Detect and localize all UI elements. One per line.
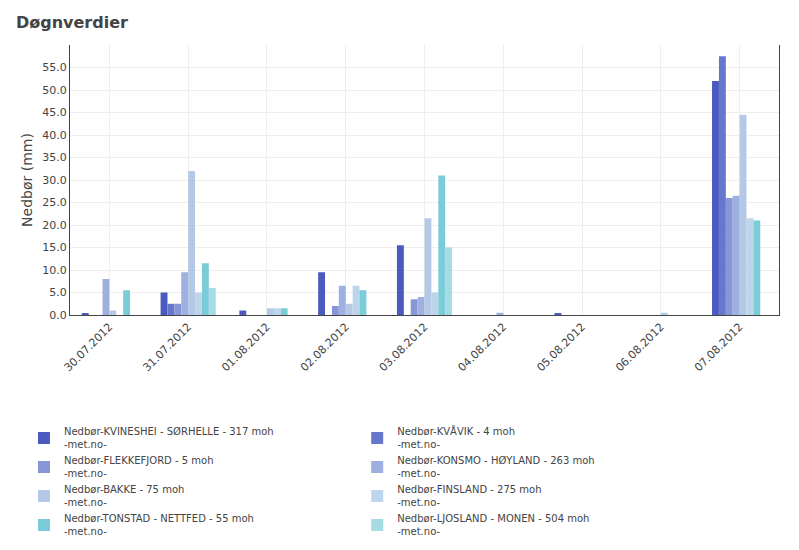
svg-text:Nedbør-FINSLAND - 275 moh-met.: Nedbør-FINSLAND - 275 moh-met.no- bbox=[397, 484, 541, 508]
svg-text:05.08.2012: 05.08.2012 bbox=[534, 321, 588, 375]
svg-text:35.0: 35.0 bbox=[42, 151, 67, 164]
svg-text:01.08.2012: 01.08.2012 bbox=[219, 321, 273, 375]
svg-text:31.07.2012: 31.07.2012 bbox=[140, 321, 194, 375]
svg-text:06.08.2012: 06.08.2012 bbox=[613, 321, 667, 375]
svg-text:55.0: 55.0 bbox=[42, 61, 67, 74]
svg-text:10.0: 10.0 bbox=[42, 264, 67, 277]
svg-text:0.0: 0.0 bbox=[49, 309, 67, 322]
svg-text:Nedbør-FLEKKEFJORD - 5 moh-met: Nedbør-FLEKKEFJORD - 5 moh-met.no- bbox=[64, 455, 214, 479]
svg-text:Nedbør-KONSMO - HØYLAND - 263: Nedbør-KONSMO - HØYLAND - 263 moh-met.no… bbox=[397, 455, 594, 479]
svg-text:Nedbør-LJOSLAND - MONEN - 504: Nedbør-LJOSLAND - MONEN - 504 moh-met.no… bbox=[397, 513, 589, 537]
svg-text:15.0: 15.0 bbox=[42, 241, 67, 254]
svg-text:30.07.2012: 30.07.2012 bbox=[62, 321, 116, 375]
svg-text:Døgnverdier: Døgnverdier bbox=[16, 13, 128, 32]
svg-text:02.08.2012: 02.08.2012 bbox=[298, 321, 352, 375]
svg-text:25.0: 25.0 bbox=[42, 196, 67, 209]
svg-text:Nedbør-BAKKE - 75 moh-met.no-: Nedbør-BAKKE - 75 moh-met.no- bbox=[64, 484, 184, 508]
svg-text:Nedbør-TONSTAD - NETTFED - 55: Nedbør-TONSTAD - NETTFED - 55 moh-met.no… bbox=[64, 513, 254, 537]
svg-text:03.08.2012: 03.08.2012 bbox=[377, 321, 431, 375]
svg-text:Nedbør-KVINESHEI - SØRHELLE -: Nedbør-KVINESHEI - SØRHELLE - 317 moh-me… bbox=[64, 426, 274, 450]
svg-text:40.0: 40.0 bbox=[42, 129, 67, 142]
svg-text:30.0: 30.0 bbox=[42, 174, 67, 187]
svg-text:50.0: 50.0 bbox=[42, 84, 67, 97]
svg-text:04.08.2012: 04.08.2012 bbox=[456, 321, 510, 375]
svg-text:07.08.2012: 07.08.2012 bbox=[692, 321, 746, 375]
svg-text:20.0: 20.0 bbox=[42, 219, 67, 232]
svg-text:Nedbør-KVÅVIK - 4 moh-met.no-: Nedbør-KVÅVIK - 4 moh-met.no- bbox=[397, 425, 515, 450]
svg-text:45.0: 45.0 bbox=[42, 106, 67, 119]
svg-text:Nedbør (mm): Nedbør (mm) bbox=[19, 133, 35, 227]
svg-text:5.0: 5.0 bbox=[49, 286, 67, 299]
